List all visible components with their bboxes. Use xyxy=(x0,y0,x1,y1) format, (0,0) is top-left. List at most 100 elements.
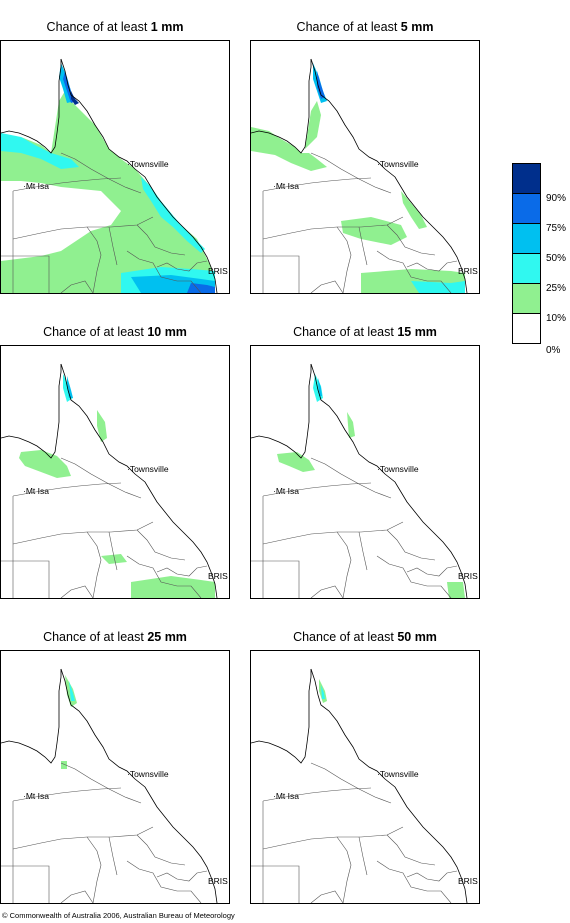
district-boundary xyxy=(12,521,154,545)
probability-area xyxy=(313,374,323,402)
district-boundary xyxy=(156,565,208,577)
rain-probability-layer-3 xyxy=(277,374,465,598)
probability-area xyxy=(305,101,321,149)
east-coastline xyxy=(60,363,218,598)
district-boundary xyxy=(310,280,344,293)
district-boundary xyxy=(336,531,352,598)
gulf-coastline xyxy=(251,364,312,459)
district-boundary xyxy=(60,762,142,804)
district-boundary xyxy=(310,152,392,194)
district-boundary xyxy=(108,531,118,571)
base-map-3: ·Townsville ·Mt Isa BRIS xyxy=(251,363,478,598)
district-boundary xyxy=(60,890,94,903)
legend-label-25: 25% xyxy=(546,283,567,294)
district-boundary xyxy=(86,226,102,293)
label-townsville: ·Townsville xyxy=(377,159,419,169)
district-boundary xyxy=(60,152,142,194)
gulf-coastline xyxy=(251,669,312,764)
district-boundary xyxy=(358,531,368,571)
district-boundary xyxy=(126,860,202,903)
district-boundary xyxy=(136,529,186,561)
east-coastline xyxy=(310,58,468,293)
district-boundary xyxy=(358,836,368,876)
legend-swatch-10 xyxy=(512,283,541,314)
district-boundary xyxy=(12,787,122,802)
base-map-4: ·Townsville ·Mt Isa BRIS xyxy=(1,668,228,903)
district-boundary xyxy=(12,482,122,497)
probability-area xyxy=(277,452,315,472)
probability-area xyxy=(69,681,75,701)
district-boundary xyxy=(126,250,202,293)
probability-area xyxy=(347,412,355,438)
panel-title-50mm: Chance of at least 50 mm xyxy=(293,630,437,644)
probability-area xyxy=(318,378,322,396)
district-boundary xyxy=(310,585,344,598)
state-border-corner xyxy=(251,560,300,598)
map-5mm: ·Townsville ·Mt Isa BRIS xyxy=(250,40,480,294)
district-boundary xyxy=(86,531,102,598)
probability-area xyxy=(131,576,215,598)
legend-label-10: 10% xyxy=(546,313,567,324)
base-map-2: ·Townsville ·Mt Isa BRIS xyxy=(1,363,228,598)
probability-area xyxy=(61,761,67,769)
rain-probability-layer-4 xyxy=(61,675,77,769)
district-boundary xyxy=(376,555,452,598)
map-25mm-svg: ·Townsville ·Mt Isa BRIS xyxy=(1,668,228,903)
probability-area xyxy=(71,91,79,105)
base-map-0: ·Townsville ·Mt Isa BRIS xyxy=(1,58,228,293)
color-legend: 90% 75% 50% 25% 10% 0% xyxy=(512,163,566,356)
panel-title-25mm: Chance of at least 25 mm xyxy=(43,630,187,644)
panel-title-15mm: Chance of at least 15 mm xyxy=(293,325,437,339)
probability-area xyxy=(341,217,407,245)
label-brisbane: BRIS xyxy=(208,571,228,581)
probability-area xyxy=(19,450,71,478)
probability-area xyxy=(321,685,325,699)
label-brisbane: BRIS xyxy=(208,266,228,276)
district-boundary xyxy=(336,836,352,903)
state-border-corner xyxy=(251,865,300,903)
district-boundary xyxy=(386,224,436,256)
label-mt-isa: ·Mt Isa xyxy=(273,181,299,191)
east-coastline xyxy=(60,668,218,903)
state-border-corner xyxy=(1,560,50,598)
legend-label-75: 75% xyxy=(546,223,567,234)
district-boundary xyxy=(60,280,94,293)
state-border-corner xyxy=(251,255,300,293)
base-map-5: ·Townsville ·Mt Isa BRIS xyxy=(251,668,478,903)
map-50mm-svg: ·Townsville ·Mt Isa BRIS xyxy=(251,668,478,903)
map-10mm-svg: ·Townsville ·Mt Isa BRIS xyxy=(1,363,228,598)
probability-area xyxy=(187,283,215,293)
map-50mm: ·Townsville ·Mt Isa BRIS xyxy=(250,650,480,904)
label-brisbane: BRIS xyxy=(458,571,478,581)
legend-swatch-25 xyxy=(512,253,541,284)
district-boundary xyxy=(136,834,186,866)
district-boundary xyxy=(60,457,142,499)
legend-label-0: 0% xyxy=(546,345,561,356)
label-townsville: ·Townsville xyxy=(377,464,419,474)
district-boundary xyxy=(406,870,458,882)
map-25mm: ·Townsville ·Mt Isa BRIS xyxy=(0,650,230,904)
district-boundary xyxy=(108,836,118,876)
east-coastline xyxy=(310,668,468,903)
legend-label-90: 90% xyxy=(546,193,567,204)
legend-swatch-50 xyxy=(512,223,541,254)
probability-area xyxy=(1,133,79,169)
legend-swatch-90 xyxy=(512,163,541,194)
base-map-1: ·Townsville ·Mt Isa BRIS xyxy=(251,58,478,293)
district-boundary xyxy=(358,226,368,266)
district-boundary xyxy=(262,826,404,850)
label-townsville: ·Townsville xyxy=(377,769,419,779)
district-boundary xyxy=(126,555,202,598)
probability-area xyxy=(251,127,327,171)
map-1mm-svg: ·Townsville ·Mt Isa BRIS xyxy=(1,58,228,293)
legend-swatch-75 xyxy=(512,193,541,224)
label-mt-isa: ·Mt Isa xyxy=(23,486,49,496)
district-boundary xyxy=(156,260,208,272)
probability-area xyxy=(97,410,107,442)
district-boundary xyxy=(262,521,404,545)
east-coastline xyxy=(310,363,468,598)
label-townsville: ·Townsville xyxy=(127,464,169,474)
rain-probability-layer-0 xyxy=(1,63,215,293)
gulf-coastline xyxy=(1,669,62,764)
rain-probability-layer-5 xyxy=(319,679,327,703)
